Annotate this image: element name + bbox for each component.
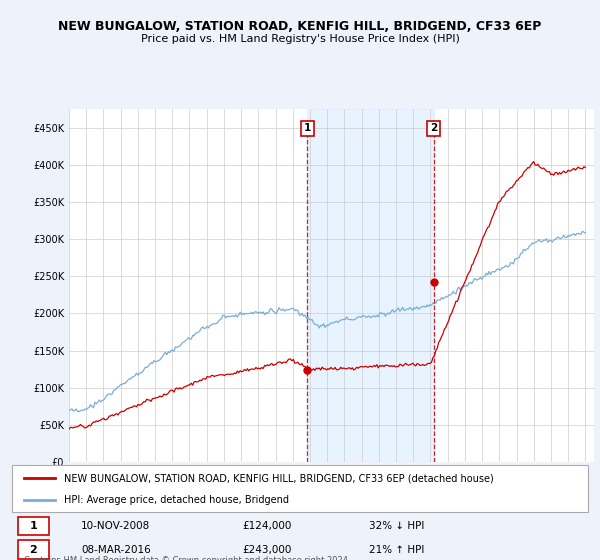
Text: 08-MAR-2016: 08-MAR-2016: [81, 544, 151, 554]
Text: HPI: Average price, detached house, Bridgend: HPI: Average price, detached house, Brid…: [64, 494, 289, 505]
Text: 32% ↓ HPI: 32% ↓ HPI: [369, 521, 424, 531]
Text: 1: 1: [304, 123, 311, 133]
Text: Price paid vs. HM Land Registry's House Price Index (HPI): Price paid vs. HM Land Registry's House …: [140, 34, 460, 44]
Text: Contains HM Land Registry data © Crown copyright and database right 2024.
This d: Contains HM Land Registry data © Crown c…: [23, 556, 350, 560]
Text: £243,000: £243,000: [242, 544, 292, 554]
Text: 2: 2: [430, 123, 437, 133]
Text: 2: 2: [29, 544, 37, 554]
Text: NEW BUNGALOW, STATION ROAD, KENFIG HILL, BRIDGEND, CF33 6EP: NEW BUNGALOW, STATION ROAD, KENFIG HILL,…: [58, 20, 542, 32]
Bar: [307, 109, 434, 462]
Text: 21% ↑ HPI: 21% ↑ HPI: [369, 544, 424, 554]
Text: 1: 1: [29, 521, 37, 531]
Text: NEW BUNGALOW, STATION ROAD, KENFIG HILL, BRIDGEND, CF33 6EP (detached house): NEW BUNGALOW, STATION ROAD, KENFIG HILL,…: [64, 473, 494, 483]
FancyBboxPatch shape: [18, 540, 49, 558]
Text: 10-NOV-2008: 10-NOV-2008: [81, 521, 151, 531]
FancyBboxPatch shape: [12, 465, 588, 512]
Text: £124,000: £124,000: [242, 521, 292, 531]
FancyBboxPatch shape: [18, 517, 49, 535]
